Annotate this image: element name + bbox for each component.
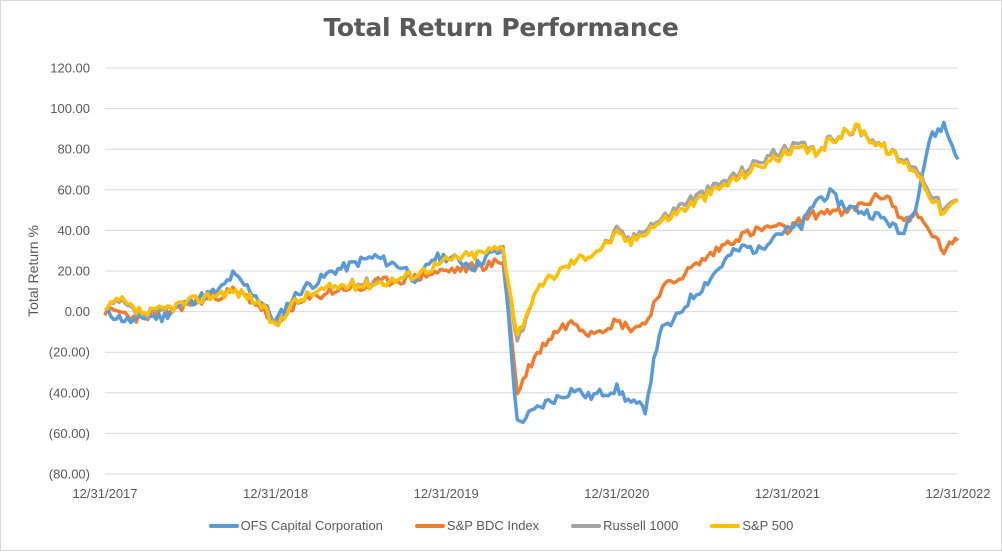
legend-swatch-sp-500 <box>710 523 741 528</box>
y-tick-label: 80.00 <box>57 142 90 157</box>
legend-item-russell-1000[interactable]: Russell 1000 <box>571 518 678 533</box>
legend-item-sp-500[interactable]: S&P 500 <box>710 518 793 533</box>
legend-swatch-ofs <box>208 523 239 528</box>
legend: OFS Capital Corporation S&P BDC Index Ru… <box>1 518 1001 533</box>
legend-item-sp-bdc[interactable]: S&P BDC Index <box>414 518 540 533</box>
legend-swatch-sp-bdc <box>414 523 445 528</box>
series-line-ofs-capital-corporation[interactable] <box>104 120 960 425</box>
x-tick-label: 12/31/2018 <box>243 486 308 501</box>
y-tick-label: (60.00) <box>49 426 90 441</box>
series-line-s-p-500[interactable] <box>104 122 959 337</box>
y-tick-label: 120.00 <box>50 61 90 76</box>
x-tick-label: 12/31/2021 <box>755 486 820 501</box>
legend-swatch-russell-1000 <box>571 523 602 528</box>
x-tick-label: 12/31/2020 <box>584 486 649 501</box>
x-tick-label: 12/31/2017 <box>72 486 137 501</box>
gridlines <box>105 67 958 475</box>
series-lines <box>103 120 960 425</box>
series-line-russell-1000[interactable] <box>104 124 959 343</box>
x-tick-label: 12/31/2022 <box>925 486 990 501</box>
legend-label: S&P BDC Index <box>446 518 540 533</box>
y-tick-label: 60.00 <box>57 182 90 197</box>
y-tick-label: (80.00) <box>49 467 90 482</box>
y-tick-label: 40.00 <box>57 223 90 238</box>
x-axis-ticks: 12/31/2017 12/31/2018 12/31/2019 12/31/2020… <box>72 486 990 501</box>
legend-label: S&P 500 <box>742 518 794 533</box>
y-axis-ticks: 120.00 100.00 80.00 60.00 40.00 20.00 0.00 (20.… <box>49 61 90 482</box>
y-tick-label: 20.00 <box>57 264 90 279</box>
legend-label: OFS Capital Corporation <box>240 518 383 533</box>
chart-title: Total Return Performance <box>323 13 679 42</box>
y-tick-label: 100.00 <box>50 101 90 116</box>
legend-item-ofs[interactable]: OFS Capital Corporation <box>208 518 383 533</box>
y-tick-label: 0.00 <box>65 304 90 319</box>
y-tick-label: (40.00) <box>49 385 90 400</box>
legend-label: Russell 1000 <box>603 518 679 533</box>
y-tick-label: (20.00) <box>49 345 90 360</box>
x-tick-label: 12/31/2019 <box>414 486 479 501</box>
